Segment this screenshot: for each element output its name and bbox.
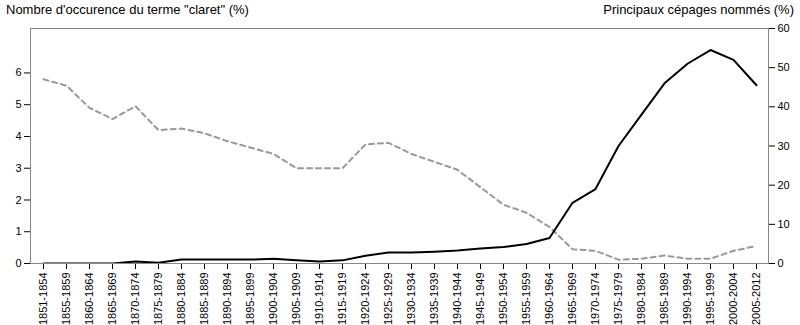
svg-text:1905-1909: 1905-1909 <box>290 273 302 325</box>
svg-text:1895-1899: 1895-1899 <box>244 273 256 325</box>
svg-text:2: 2 <box>15 194 21 206</box>
svg-text:1990-1994: 1990-1994 <box>681 273 693 325</box>
svg-text:6: 6 <box>15 66 21 78</box>
svg-text:1925-1929: 1925-1929 <box>382 273 394 325</box>
svg-text:1915-1919: 1915-1919 <box>336 273 348 325</box>
svg-text:40: 40 <box>778 100 790 112</box>
svg-text:1995-1999: 1995-1999 <box>704 273 716 325</box>
svg-text:2000-2004: 2000-2004 <box>727 273 739 325</box>
svg-text:1: 1 <box>15 225 21 237</box>
svg-text:50: 50 <box>778 61 790 73</box>
svg-text:30: 30 <box>778 140 790 152</box>
svg-text:4: 4 <box>15 130 21 142</box>
svg-text:1960-1964: 1960-1964 <box>543 273 555 325</box>
svg-text:10: 10 <box>778 218 790 230</box>
svg-text:1860-1864: 1860-1864 <box>83 273 95 325</box>
svg-text:1910-1914: 1910-1914 <box>313 273 325 325</box>
svg-text:0: 0 <box>778 257 784 269</box>
svg-text:1870-1874: 1870-1874 <box>129 273 141 325</box>
html-text:Nombre d'occurence du terme "c: Nombre d'occurence du terme "claret" (%) <box>6 2 249 17</box>
svg-text:60: 60 <box>778 22 790 34</box>
svg-text:1970-1974: 1970-1974 <box>589 273 601 325</box>
svg-text:1955-1959: 1955-1959 <box>520 273 532 325</box>
svg-text:1865-1869: 1865-1869 <box>106 273 118 325</box>
svg-text:1930-1934: 1930-1934 <box>405 273 417 325</box>
svg-text:1880-1884: 1880-1884 <box>175 273 187 325</box>
svg-text:1920-1924: 1920-1924 <box>359 273 371 325</box>
svg-text:3: 3 <box>15 162 21 174</box>
svg-text:0: 0 <box>15 257 21 269</box>
svg-text:1851-1854: 1851-1854 <box>37 273 49 325</box>
svg-text:1945-1949: 1945-1949 <box>474 273 486 325</box>
svg-text:1890-1894: 1890-1894 <box>221 273 233 325</box>
svg-text:1855-1859: 1855-1859 <box>60 273 72 325</box>
html-text:Principaux cépages nommés (%): Principaux cépages nommés (%) <box>603 2 794 17</box>
svg-text:20: 20 <box>778 179 790 191</box>
svg-text:5: 5 <box>15 98 21 110</box>
svg-text:1875-1879: 1875-1879 <box>152 273 164 325</box>
svg-text:1900-1904: 1900-1904 <box>267 273 279 325</box>
svg-text:1985-1989: 1985-1989 <box>658 273 670 325</box>
svg-text:1935-1939: 1935-1939 <box>428 273 440 325</box>
svg-text:1980-1984: 1980-1984 <box>635 273 647 325</box>
svg-text:1950-1954: 1950-1954 <box>497 273 509 325</box>
svg-text:1940-1944: 1940-1944 <box>451 273 463 325</box>
svg-text:1975-1979: 1975-1979 <box>612 273 624 325</box>
svg-text:1965-1969: 1965-1969 <box>566 273 578 325</box>
svg-text:1885-1889: 1885-1889 <box>198 273 210 325</box>
svg-text:2005-2012: 2005-2012 <box>750 273 762 325</box>
